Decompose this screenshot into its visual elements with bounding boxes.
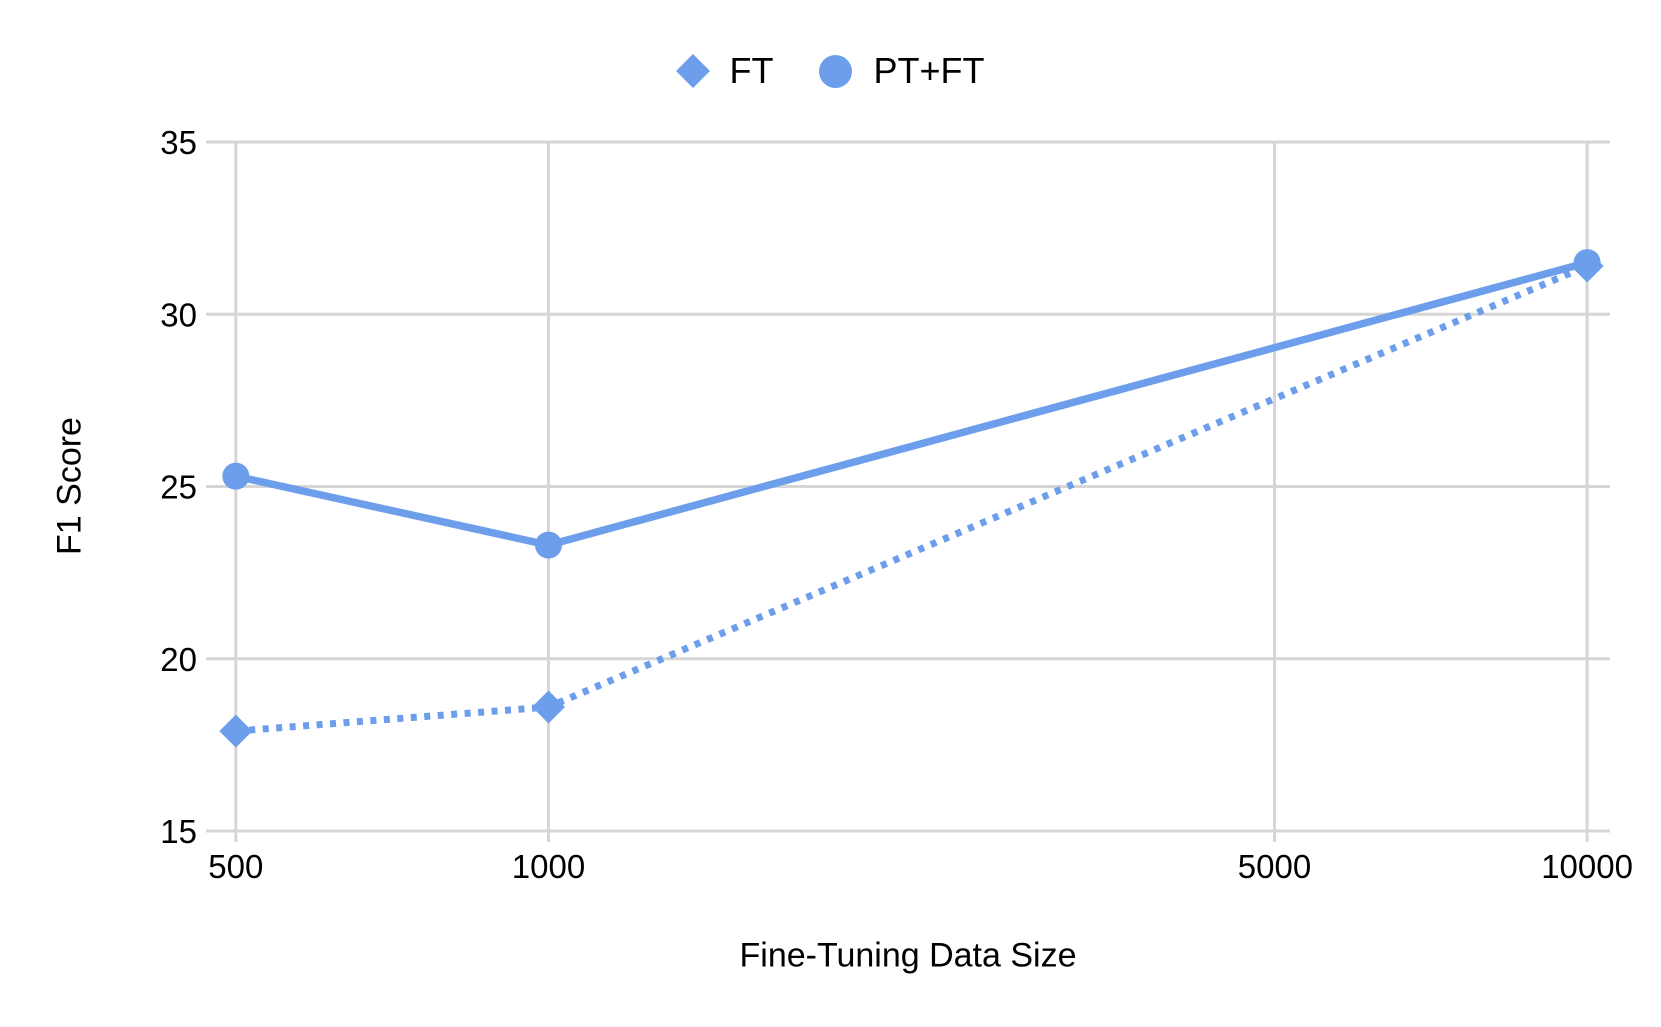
chart-legend: FT PT+FT [0, 46, 1661, 96]
y-tick-label-35: 35 [160, 124, 197, 161]
series-line-0 [235, 262, 1589, 735]
legend-label-ft: FT [729, 50, 774, 91]
y-tick-label-15: 15 [160, 813, 197, 850]
y-tick-label-20: 20 [160, 641, 197, 678]
legend-label-pt-ft: PT+FT [873, 50, 985, 91]
x-tick-label-500: 500 [208, 848, 263, 885]
x-tick-label-10000: 10000 [1541, 848, 1633, 885]
marker-diamond [531, 690, 565, 724]
marker-circle [1573, 249, 1601, 277]
y-tick-label-30: 30 [160, 296, 197, 333]
marker-circle [534, 531, 562, 559]
series-line-1 [234, 258, 1589, 549]
circle-marker-icon [819, 54, 853, 88]
legend-item-pt-ft: PT+FT [819, 50, 985, 91]
x-tick-label-5000: 5000 [1238, 848, 1311, 885]
x-axis-title: Fine-Tuning Data Size [739, 936, 1077, 975]
legend-item-ft: FT [675, 50, 774, 91]
y-tick-label-25: 25 [160, 469, 197, 506]
marker-diamond [219, 714, 253, 748]
x-tick-label-1000: 1000 [512, 848, 585, 885]
marker-circle [222, 462, 250, 490]
